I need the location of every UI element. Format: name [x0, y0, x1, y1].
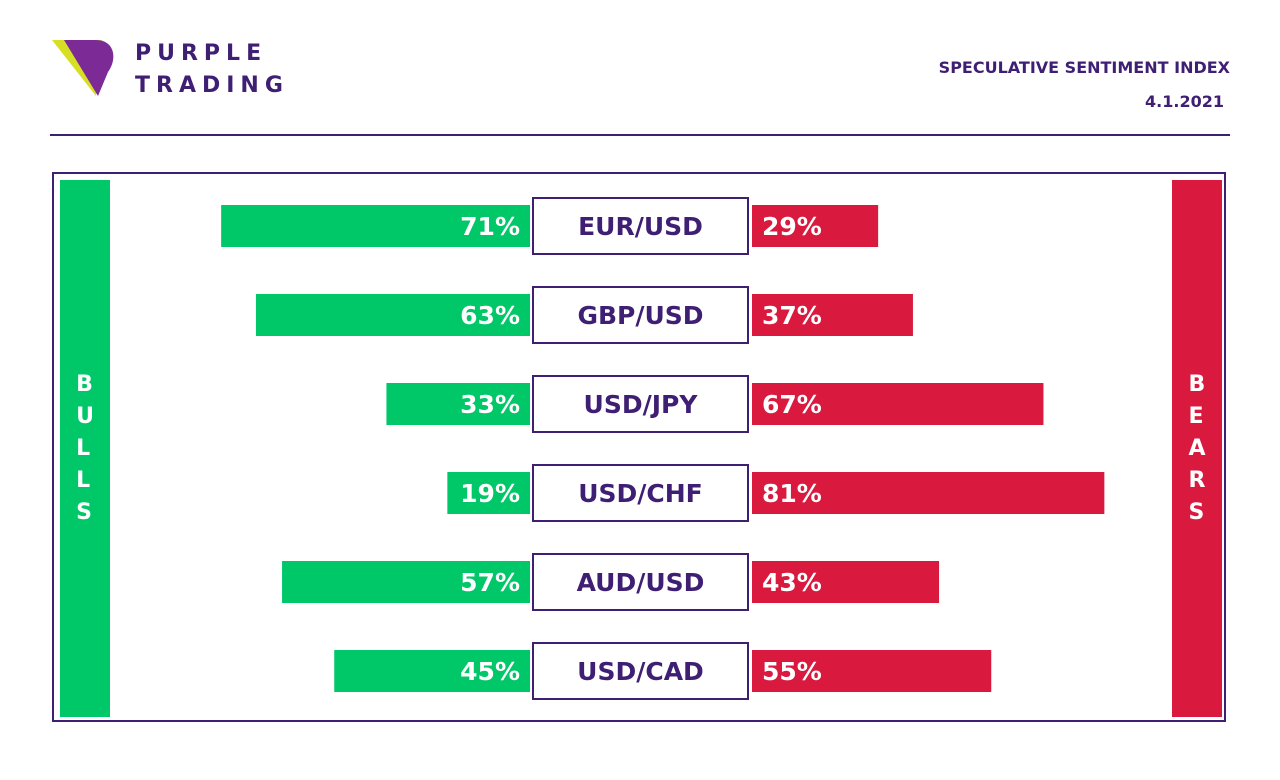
purple-trading-logo-icon: [52, 40, 114, 96]
bulls-label-letter: U: [76, 403, 94, 429]
bear-bar: [752, 383, 1044, 425]
page-title: SPECULATIVE SENTIMENT INDEX: [938, 58, 1230, 77]
brand-logo: [52, 40, 312, 100]
bear-value-label: 81%: [762, 479, 822, 508]
bull-bar: [282, 561, 530, 603]
pair-label: USD/JPY: [532, 375, 749, 433]
bull-value-label: 63%: [460, 301, 520, 330]
bear-bar: [752, 205, 879, 247]
bull-bar: [447, 472, 530, 514]
bull-value-label: 71%: [460, 212, 520, 241]
bear-bar: [752, 650, 992, 692]
bear-bar: [752, 472, 1105, 514]
pair-label: AUD/USD: [532, 553, 749, 611]
pair-label: GBP/USD: [532, 286, 749, 344]
bears-label-letter: S: [1188, 499, 1205, 525]
bear-bar: [752, 561, 940, 603]
bear-bar: [752, 294, 913, 336]
bears-label-letter: A: [1188, 435, 1206, 461]
bulls-label-letter: B: [76, 371, 93, 397]
bulls-label-letter: L: [76, 435, 91, 461]
bear-value-label: 37%: [762, 301, 822, 330]
header-divider: [50, 134, 1230, 136]
bull-value-label: 19%: [460, 479, 520, 508]
chart-frame: [52, 172, 1226, 722]
bull-bar: [334, 650, 530, 692]
bear-value-label: 29%: [762, 212, 822, 241]
bull-value-label: 33%: [460, 390, 520, 419]
bull-bar: [221, 205, 530, 247]
page-date: 4.1.2021: [1145, 92, 1224, 111]
pair-label: USD/CHF: [532, 464, 749, 522]
bear-value-label: 67%: [762, 390, 822, 419]
bull-bar: [386, 383, 530, 425]
bears-label-letter: R: [1188, 467, 1206, 493]
bull-bar: [255, 294, 530, 336]
bull-value-label: 45%: [460, 657, 520, 686]
bull-value-label: 57%: [460, 568, 520, 597]
bears-label-letter: E: [1188, 403, 1204, 429]
brand-name-line2: TRADING: [135, 73, 289, 98]
bulls-label-letter: S: [76, 499, 92, 525]
bear-value-label: 43%: [762, 568, 822, 597]
bears-label-letter: B: [1188, 371, 1206, 397]
pair-label: USD/CAD: [532, 642, 749, 700]
bulls-label-letter: L: [76, 467, 91, 493]
brand-name-line1: PURPLE: [135, 41, 268, 66]
pair-label: EUR/USD: [532, 197, 749, 255]
bear-value-label: 55%: [762, 657, 822, 686]
